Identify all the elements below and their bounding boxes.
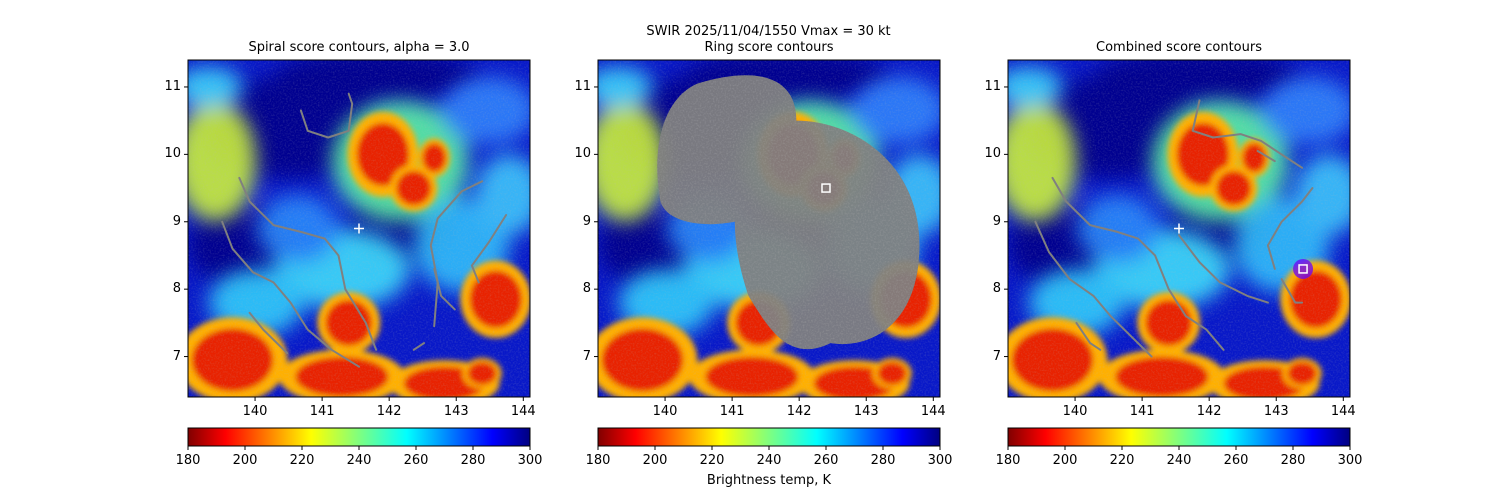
x-tick-label: 143 [443,404,469,419]
best-center-square-marker [1298,264,1308,274]
score-contour-line [238,176,378,351]
score-contour-line [299,92,354,139]
colorbar-tick-label: 200 [642,453,668,468]
panel-combined [1004,59,1351,401]
colorbar-tick-label: 300 [1337,453,1363,468]
y-tick-label: 7 [172,348,181,364]
colorbar-ring [597,427,941,450]
score-contour-line [1191,99,1304,169]
score-contour-line [412,342,425,351]
score-contour-line [248,311,289,355]
y-tick-label: 9 [582,213,591,229]
colorbar-gradient [597,427,941,447]
colorbar-label: Brightness temp, K [706,473,832,488]
score-contour-line [1280,278,1304,304]
center-plus-marker [354,223,364,234]
panel-title-spiral: Spiral score contours, alpha = 3.0 [248,40,470,55]
colorbar-tick-label: 220 [1109,453,1135,468]
score-contour-line [221,220,360,368]
colorbar-tick-label: 300 [927,453,953,468]
center-plus-marker [1174,223,1184,234]
ring-center-square-marker [821,183,831,193]
y-tick-label: 8 [992,281,1001,297]
brightness-image [598,60,940,397]
y-tick-label: 11 [574,78,591,94]
x-tick-label: 140 [1062,404,1088,419]
panel-ring [594,59,941,401]
x-tick-label: 144 [1330,404,1356,419]
x-tick-label: 141 [1129,404,1155,419]
x-tick-label: 143 [1263,404,1289,419]
score-contour-line [1034,220,1153,358]
colorbar-tick-label: 280 [460,453,486,468]
x-tick-label: 143 [853,404,879,419]
colorbar-gradient [187,427,531,447]
score-contour-line [1266,187,1314,270]
axes-frame [187,59,531,398]
colorbar-tick-label: 240 [1166,453,1192,468]
y-tick-label: 11 [164,78,181,94]
colorbar-tick-label: 300 [517,453,543,468]
colorbar-tick-label: 220 [289,453,315,468]
colorbar-tick-label: 180 [995,453,1021,468]
y-tick-label: 10 [164,146,181,162]
panel-title-ring: Ring score contours [704,40,834,55]
colorbar-gradient [1007,427,1351,447]
score-contour-line [433,267,456,311]
colorbar-combined [1007,427,1351,450]
x-tick-label: 140 [652,404,678,419]
y-tick-label: 10 [984,146,1001,162]
colorbar-tick-label: 280 [870,453,896,468]
score-contour-line [1051,176,1225,351]
y-tick-label: 8 [172,281,181,297]
colorbar-tick-label: 240 [756,453,782,468]
y-tick-label: 11 [984,78,1001,94]
panel-title-combined: Combined score contours [1096,40,1262,55]
score-contour-line [1256,150,1276,163]
x-tick-label: 142 [376,404,402,419]
score-contour-line [429,180,484,328]
y-tick-label: 8 [582,281,591,297]
x-tick-label: 141 [309,404,335,419]
y-tick-label: 7 [582,348,591,364]
colorbar-tick-label: 200 [1052,453,1078,468]
panel-spiral [184,59,531,401]
colorbar-tick-label: 260 [813,453,839,468]
x-tick-label: 142 [1196,404,1222,419]
colorbar-tick-label: 180 [585,453,611,468]
colorbar-tick-label: 180 [175,453,201,468]
figure-title: SWIR 2025/11/04/1550 Vmax = 30 kt [646,24,891,39]
colorbar-tick-label: 280 [1280,453,1306,468]
score-contour-line [470,214,508,284]
x-tick-label: 144 [510,404,536,419]
y-tick-label: 7 [992,348,1001,364]
colorbar-tick-label: 240 [346,453,372,468]
ring-score-overlay [657,75,920,350]
colorbar-spiral [187,427,531,450]
colorbar-tick-label: 220 [699,453,725,468]
x-tick-label: 141 [719,404,745,419]
axes-frame [597,59,941,398]
x-tick-label: 140 [242,404,268,419]
x-tick-label: 144 [920,404,946,419]
brightness-image [188,60,530,397]
y-tick-label: 9 [992,213,1001,229]
x-tick-label: 142 [786,404,812,419]
colorbar-tick-label: 260 [403,453,429,468]
y-tick-label: 10 [574,146,591,162]
best-center-highlight [1293,258,1314,279]
axes-frame [1007,59,1351,398]
score-contour-line [1178,234,1269,304]
colorbar-tick-label: 200 [232,453,258,468]
colorbar-tick-label: 260 [1223,453,1249,468]
y-tick-label: 9 [172,213,181,229]
score-contour-line [1075,321,1102,351]
